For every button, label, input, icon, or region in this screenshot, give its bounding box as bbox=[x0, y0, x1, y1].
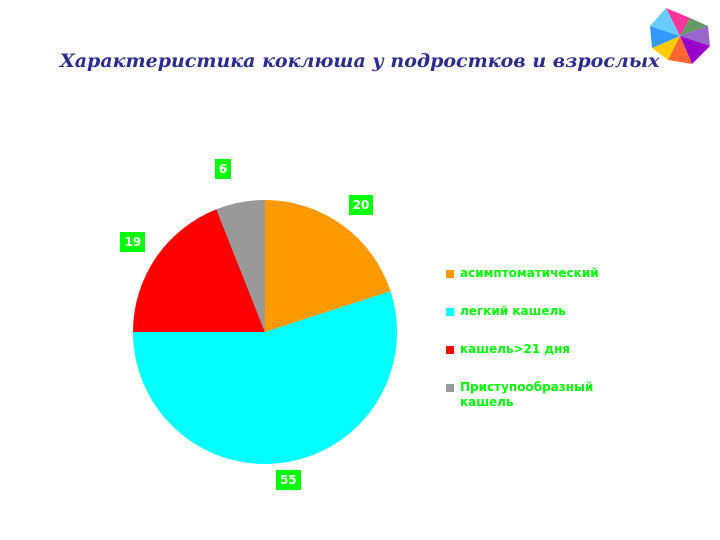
legend-swatch bbox=[446, 346, 454, 354]
legend-label: легкий кашель bbox=[460, 304, 566, 318]
pie-slice bbox=[133, 209, 265, 332]
legend-item: Приступообразный кашель bbox=[446, 380, 646, 414]
legend-item: асимптоматический bbox=[446, 266, 646, 288]
legend-label: Приступообразный кашель bbox=[460, 380, 594, 409]
pie-slice bbox=[216, 200, 265, 332]
legend-item: легкий кашель bbox=[446, 304, 646, 326]
pie-slice bbox=[265, 200, 391, 332]
legend-item: кашель>21 дня bbox=[446, 342, 646, 364]
page-title: Характеристика коклюша у подростков и вз… bbox=[60, 50, 660, 72]
legend-swatch bbox=[446, 270, 454, 278]
pinwheel-logo-icon bbox=[650, 8, 710, 64]
legend: асимптоматический легкий кашель кашель>2… bbox=[446, 266, 646, 430]
legend-swatch bbox=[446, 384, 454, 392]
pie-slice bbox=[133, 291, 397, 464]
data-label: 20 bbox=[348, 194, 374, 215]
data-label: 55 bbox=[275, 470, 301, 491]
legend-label: асимптоматический bbox=[460, 266, 599, 280]
legend-swatch bbox=[446, 308, 454, 316]
legend-label: кашель>21 дня bbox=[460, 342, 571, 356]
data-label: 6 bbox=[214, 158, 232, 179]
data-label: 19 bbox=[120, 231, 146, 252]
